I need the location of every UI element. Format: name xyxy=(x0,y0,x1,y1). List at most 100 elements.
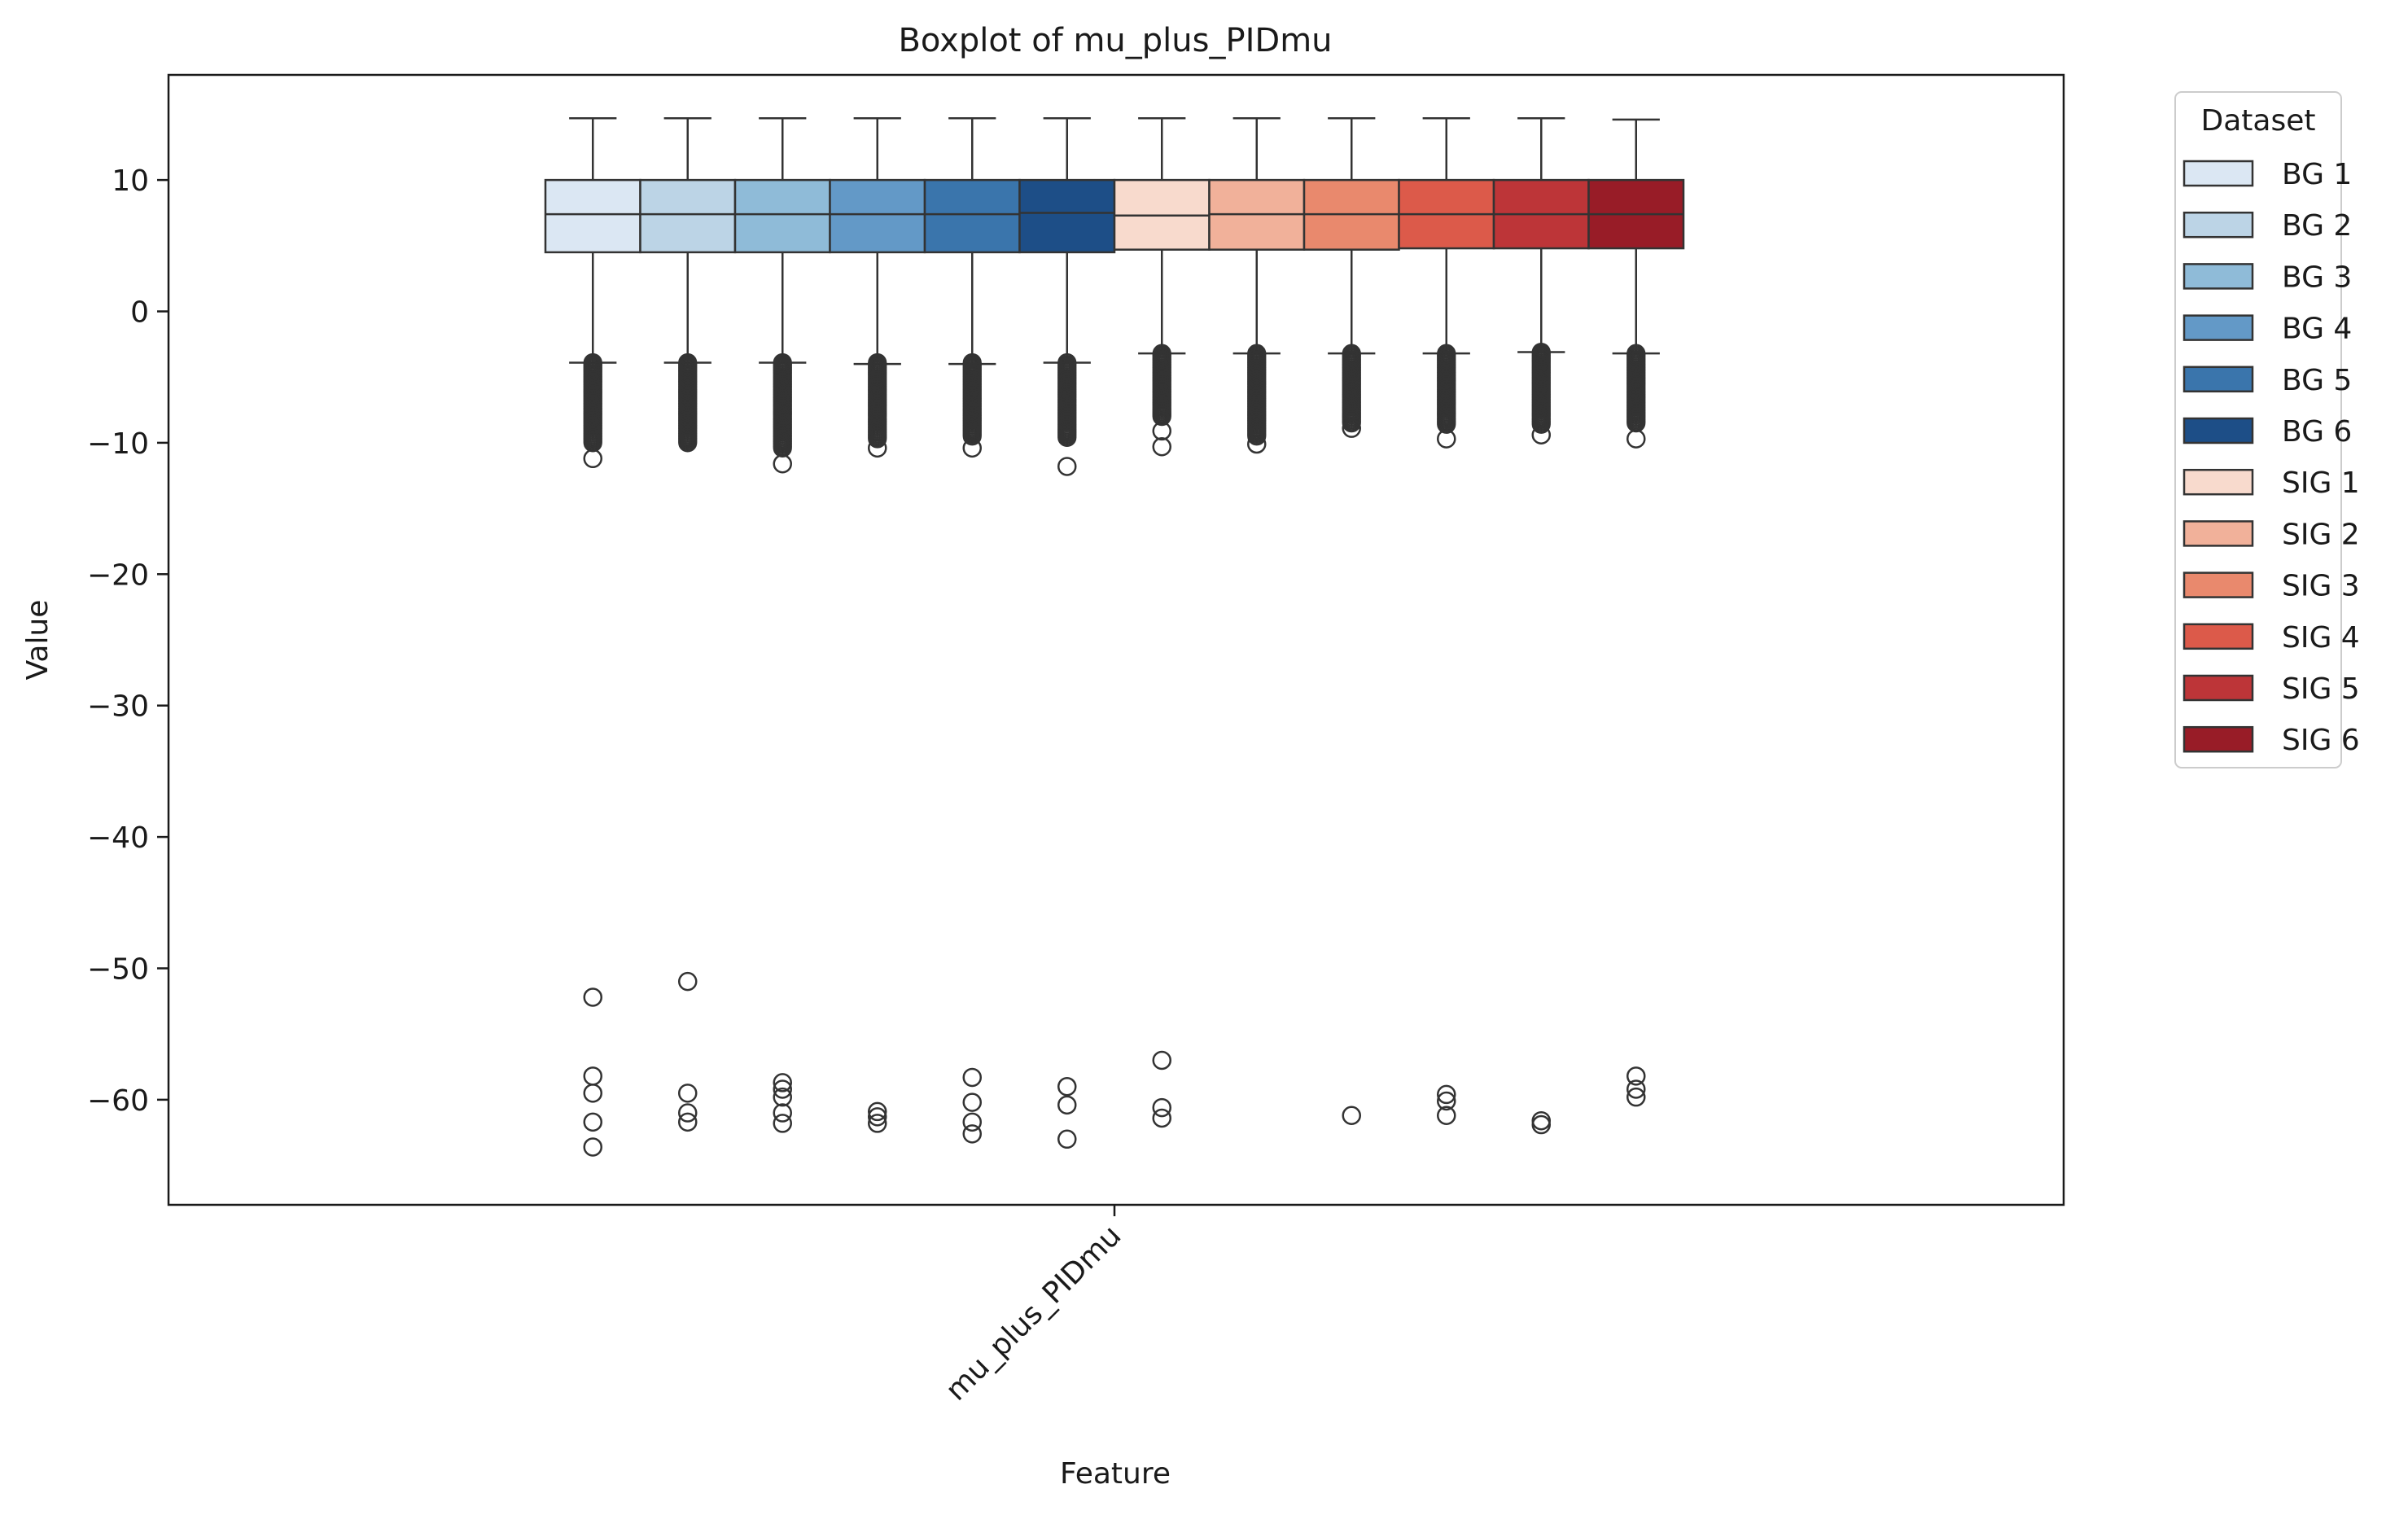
outlier-point xyxy=(868,429,887,449)
legend-label: BG 1 xyxy=(2282,158,2352,191)
outlier-point xyxy=(1152,1050,1171,1071)
legend-item: BG 1 xyxy=(2183,158,2352,191)
outlier-point xyxy=(1437,429,1456,449)
boxes-layer xyxy=(544,117,1685,1157)
outlier-point xyxy=(773,1103,792,1123)
outlier-point xyxy=(583,1137,602,1157)
outlier-point xyxy=(962,1112,982,1132)
outlier-point xyxy=(868,1107,887,1127)
legend-label: BG 5 xyxy=(2282,364,2352,397)
outlier-point xyxy=(868,438,887,458)
legend-label: BG 2 xyxy=(2282,209,2352,243)
legend-label: BG 4 xyxy=(2282,313,2352,346)
legend-swatch xyxy=(2183,263,2254,290)
outlier-point xyxy=(773,1073,792,1092)
legend-item: SIG 4 xyxy=(2183,621,2360,655)
legend-swatch xyxy=(2183,160,2254,187)
box-iqr xyxy=(733,178,831,254)
legend-item: BG 4 xyxy=(2183,313,2352,346)
outlier-point xyxy=(1247,434,1267,454)
outlier-point xyxy=(678,433,698,453)
outlier-point xyxy=(1437,1091,1456,1111)
box-bg-3 xyxy=(733,117,831,1133)
y-tick-label: −20 xyxy=(87,558,149,592)
box-iqr xyxy=(1018,178,1116,254)
outlier-point xyxy=(1531,1114,1551,1135)
outlier-point xyxy=(1152,1108,1171,1128)
box-sig-3 xyxy=(1303,117,1400,1126)
outlier-point xyxy=(1152,1097,1171,1118)
outlier-point xyxy=(1531,425,1551,444)
outlier-point xyxy=(678,1112,698,1132)
box-iqr xyxy=(639,178,737,254)
legend-swatch xyxy=(2183,623,2254,650)
legend-item: SIG 3 xyxy=(2183,570,2360,603)
legend-swatch xyxy=(2183,725,2254,753)
outlier-point xyxy=(1057,427,1077,448)
legend-item: BG 3 xyxy=(2183,261,2352,294)
legend-item: SIG 2 xyxy=(2183,518,2360,551)
outlier-point xyxy=(1057,457,1077,476)
plot-frame xyxy=(167,73,2065,1206)
outlier-point xyxy=(962,427,982,446)
box-iqr xyxy=(829,178,926,254)
outlier-point xyxy=(678,1084,698,1103)
outlier-point xyxy=(773,1087,792,1107)
outlier-point xyxy=(678,1103,698,1123)
legend-label: SIG 6 xyxy=(2282,724,2360,757)
outlier-point xyxy=(962,1124,982,1144)
outlier-point xyxy=(1626,414,1646,433)
legend-frame xyxy=(2174,91,2342,768)
outlier-point xyxy=(868,1114,887,1133)
outlier-point xyxy=(1626,429,1646,449)
outlier-point xyxy=(1152,407,1171,427)
legend-item: BG 6 xyxy=(2183,415,2352,449)
box-bg-2 xyxy=(639,117,737,1132)
legend-swatch xyxy=(2183,314,2254,341)
legend-label: SIG 5 xyxy=(2282,672,2360,706)
legend-swatch xyxy=(2183,468,2254,496)
outlier-point xyxy=(1531,414,1551,434)
outlier-point xyxy=(1342,1106,1361,1126)
legend-label: SIG 3 xyxy=(2282,570,2360,603)
outlier-point xyxy=(1437,1084,1456,1105)
outlier-point xyxy=(583,449,602,469)
outlier-point xyxy=(773,1079,792,1099)
outlier-point xyxy=(1342,418,1361,438)
y-tick-label: 10 xyxy=(112,164,149,198)
legend-label: SIG 1 xyxy=(2282,466,2360,500)
outlier-point xyxy=(773,1114,792,1133)
y-tick-label: −40 xyxy=(87,821,149,855)
outlier-point xyxy=(583,1084,602,1103)
legend-label: BG 6 xyxy=(2282,415,2352,449)
legend-item: BG 5 xyxy=(2183,364,2352,397)
outlier-point xyxy=(583,987,602,1007)
outlier-point xyxy=(962,438,982,458)
y-tick-label: −60 xyxy=(87,1084,149,1118)
outlier-point xyxy=(868,1101,887,1122)
legend-swatch xyxy=(2183,366,2254,393)
box-iqr xyxy=(544,178,641,254)
outlier-point xyxy=(1057,1076,1077,1097)
legend-items: BG 1 BG 2 BG 3 BG 4 BG 5 BG 6 SIG 1 SIG 2 SIG 3 S… xyxy=(2183,158,2360,757)
legend-title: Dataset xyxy=(2201,104,2316,138)
legend-item: SIG 6 xyxy=(2183,724,2360,757)
y-tick-label: −30 xyxy=(87,690,149,724)
outlier-point xyxy=(1057,1095,1077,1115)
legend-label: SIG 2 xyxy=(2282,518,2360,551)
box-sig-4 xyxy=(1398,117,1495,1126)
legend-label: SIG 4 xyxy=(2282,621,2360,655)
y-tick-label: −10 xyxy=(87,427,149,461)
y-tick-label: −50 xyxy=(87,952,149,986)
outlier-point xyxy=(583,1112,602,1132)
outlier-point xyxy=(1057,1129,1077,1149)
outlier-point xyxy=(1626,1079,1646,1099)
legend-swatch xyxy=(2183,417,2254,444)
y-axis: 10 0 −10 −20 −30 −40 −50 −60 xyxy=(87,164,169,1118)
outlier-point xyxy=(1626,1087,1646,1107)
legend-item: SIG 5 xyxy=(2183,672,2360,706)
legend-swatch xyxy=(2183,571,2254,598)
outlier-point xyxy=(1152,436,1171,457)
